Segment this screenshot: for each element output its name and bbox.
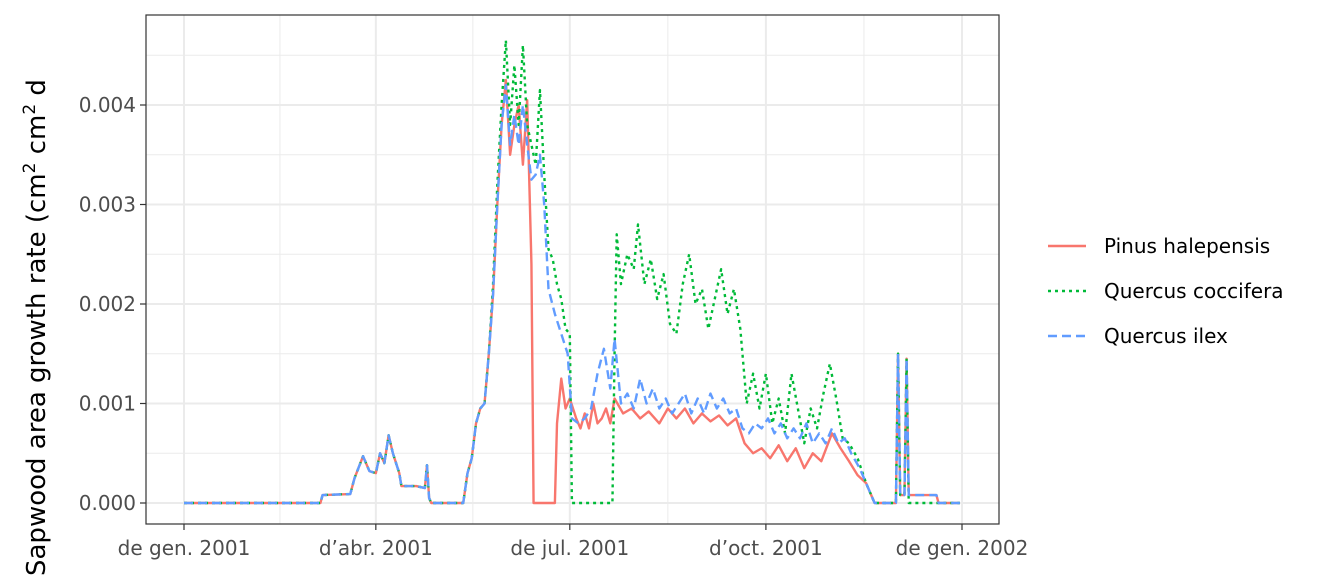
legend-label-2: Quercus ilex (1104, 324, 1228, 348)
x-tick-label: de jul. 2001 (510, 536, 629, 560)
y-axis: 0.000 0.001 0.002 0.003 0.004 (79, 93, 146, 515)
legend: Pinus halepensis Quercus coccifera Quercus… (1048, 234, 1284, 348)
panel-background (146, 15, 999, 524)
y-tick-label: 0.002 (79, 292, 136, 316)
y-tick-label: 0.000 (79, 491, 136, 515)
x-axis: de gen. 2001 d’abr. 2001 de jul. 2001 d’oct… (118, 524, 1029, 560)
x-tick-label: de gen. 2001 (118, 536, 251, 560)
legend-label-1: Quercus coccifera (1104, 279, 1284, 303)
x-tick-label: d’abr. 2001 (319, 536, 433, 560)
series-lines (184, 39, 960, 505)
legend-label-0: Pinus halepensis (1104, 234, 1270, 258)
panel-border (145, 14, 1000, 525)
y-tick-label: 0.001 (79, 392, 136, 416)
series-line-2 (184, 83, 960, 505)
x-tick-label: d’oct. 2001 (709, 536, 823, 560)
x-tick-label: de gen. 2002 (896, 536, 1029, 560)
y-tick-label: 0.004 (79, 93, 136, 117)
y-axis-title: Sapwood area growth rate (cm2 cm2 d (20, 79, 52, 576)
grid (146, 15, 999, 524)
y-tick-label: 0.003 (79, 193, 136, 217)
